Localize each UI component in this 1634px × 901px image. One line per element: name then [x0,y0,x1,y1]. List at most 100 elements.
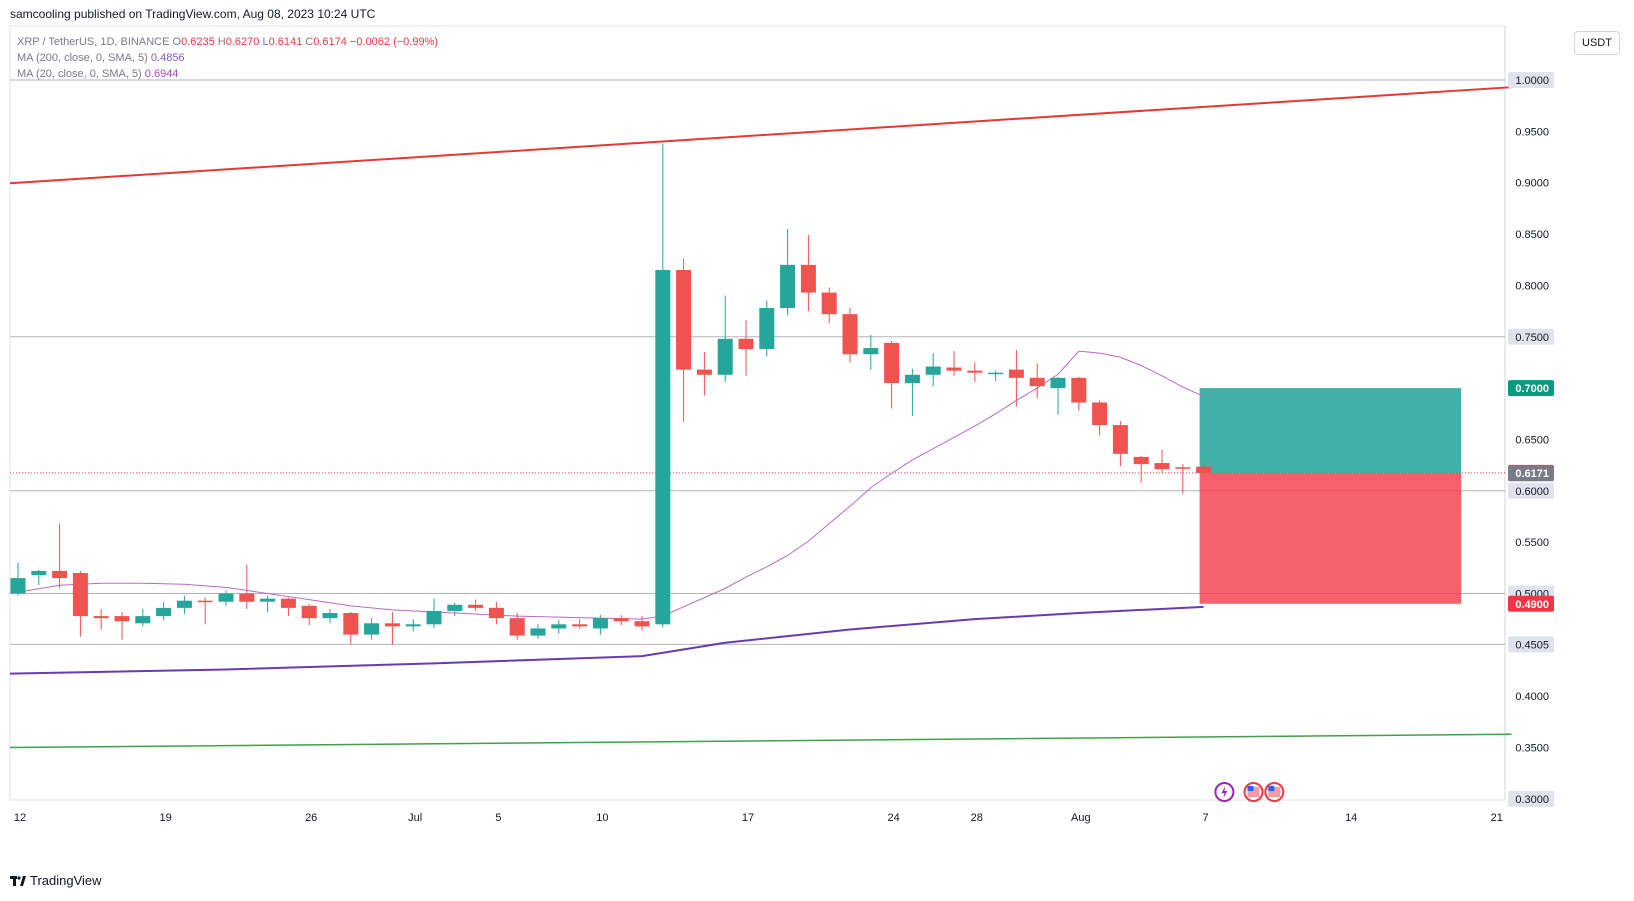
candle-body [426,610,442,625]
candle [176,595,192,615]
candle-body [218,593,234,602]
candle [447,602,463,617]
candle [946,351,962,376]
candle [280,597,296,617]
candle [1154,449,1170,474]
candle [1071,376,1087,411]
candle [31,569,47,586]
candle [821,287,837,324]
candle [156,601,172,621]
candle [530,624,546,639]
candle [988,370,1004,381]
candle-body [592,618,608,629]
x-tick-label: 17 [742,812,754,824]
candle [426,598,442,629]
candle-body [655,269,671,625]
y-tick-label: 0.8500 [1515,229,1549,241]
candle-body [322,613,338,619]
candle [655,143,671,628]
y-tick-label: 0.4000 [1515,691,1549,703]
ohlc-open-value: 0.6235 [181,36,215,48]
y-tick-label: 0.9000 [1515,178,1549,190]
candle-body [239,593,255,602]
y-tick-label: 0.3500 [1515,743,1549,755]
tradingview-logo-icon [10,875,26,887]
us-flag-event-icon [1264,782,1285,802]
candle-body [988,372,1004,375]
candle-body [884,342,900,383]
y-tick-label: 0.6000 [1515,486,1549,498]
candle [967,362,983,382]
candle-body [1196,466,1212,473]
candle [197,597,213,625]
x-tick-label: 7 [1203,812,1209,824]
candle [93,608,109,630]
long-position-zone [1199,388,1462,604]
candle [135,608,151,627]
currency-button[interactable]: USDT [1574,31,1620,55]
stop-zone [1199,472,1462,604]
y-tick-label: 0.6500 [1515,434,1549,446]
candle-body [967,370,983,373]
ma200-value: 0.4856 [150,52,185,64]
candle-body [31,570,47,576]
symbol-info[interactable]: XRP / TetherUS, 1D, BINANCE [17,36,170,48]
candle-body [1050,377,1066,389]
candle [634,616,650,631]
axes: 1.0000 0.9500 0.9000 0.8500 0.8000 0.7500 0.65… [14,72,1554,824]
flag-canton [1247,786,1254,791]
moving-averages [9,350,1204,675]
candle [1133,455,1149,483]
candle-body [384,623,400,627]
dividend-event-icon [1214,782,1235,802]
candle-body [1008,369,1024,378]
legend-symbol-row: XRP / TetherUS, 1D, BINANCE O0.6235 H0.6… [17,34,438,50]
legend-ma200-row[interactable]: MA (200, close, 0, SMA, 5) 0.4856 [17,50,438,66]
candle [72,570,88,637]
candle [52,523,68,589]
candle-body [301,605,317,619]
candle-body [10,578,26,594]
candle [1029,363,1045,399]
candle [676,258,692,422]
candle [863,334,879,370]
candle [925,353,941,387]
candle [322,608,338,624]
x-tick-label: 28 [971,812,983,824]
ma20-value: 0.6944 [144,68,179,80]
candle-body [509,618,525,636]
candle-body [1112,425,1128,454]
candle [1050,376,1066,415]
candle-body [759,307,775,350]
price-label-bg [1508,380,1554,397]
candle [260,595,276,612]
resistance-trendline [9,86,1512,185]
candle-body [156,607,172,617]
ohlc-open-label: O [172,36,182,48]
candle-body [135,616,151,624]
candle-body [447,604,463,611]
candle [842,307,858,363]
candle [613,615,629,626]
published-by-text: samcooling published on TradingView.com,… [10,7,376,21]
candle [343,611,359,645]
x-tick-label: 14 [1345,812,1357,824]
tradingview-logo[interactable]: TradingView [10,873,102,888]
candle-body [93,616,109,619]
y-tick-label: 0.9500 [1515,126,1549,138]
x-tick-label: Jul [408,812,422,824]
candle [405,619,421,632]
ma200-label: MA (200, close, 0, SMA, 5) [17,52,148,64]
candle-body [1175,467,1191,469]
candle-body [780,264,796,308]
candle [1196,463,1212,477]
legend-ma20-row[interactable]: MA (20, close, 0, SMA, 5) 0.6944 [17,66,438,82]
trend-lines [9,86,1512,749]
candle [780,228,796,316]
y-tick-label: 1.0000 [1515,75,1549,87]
price-label-bg [1508,595,1554,612]
candle [384,611,400,645]
candle [239,564,255,609]
candle-body [197,600,213,603]
